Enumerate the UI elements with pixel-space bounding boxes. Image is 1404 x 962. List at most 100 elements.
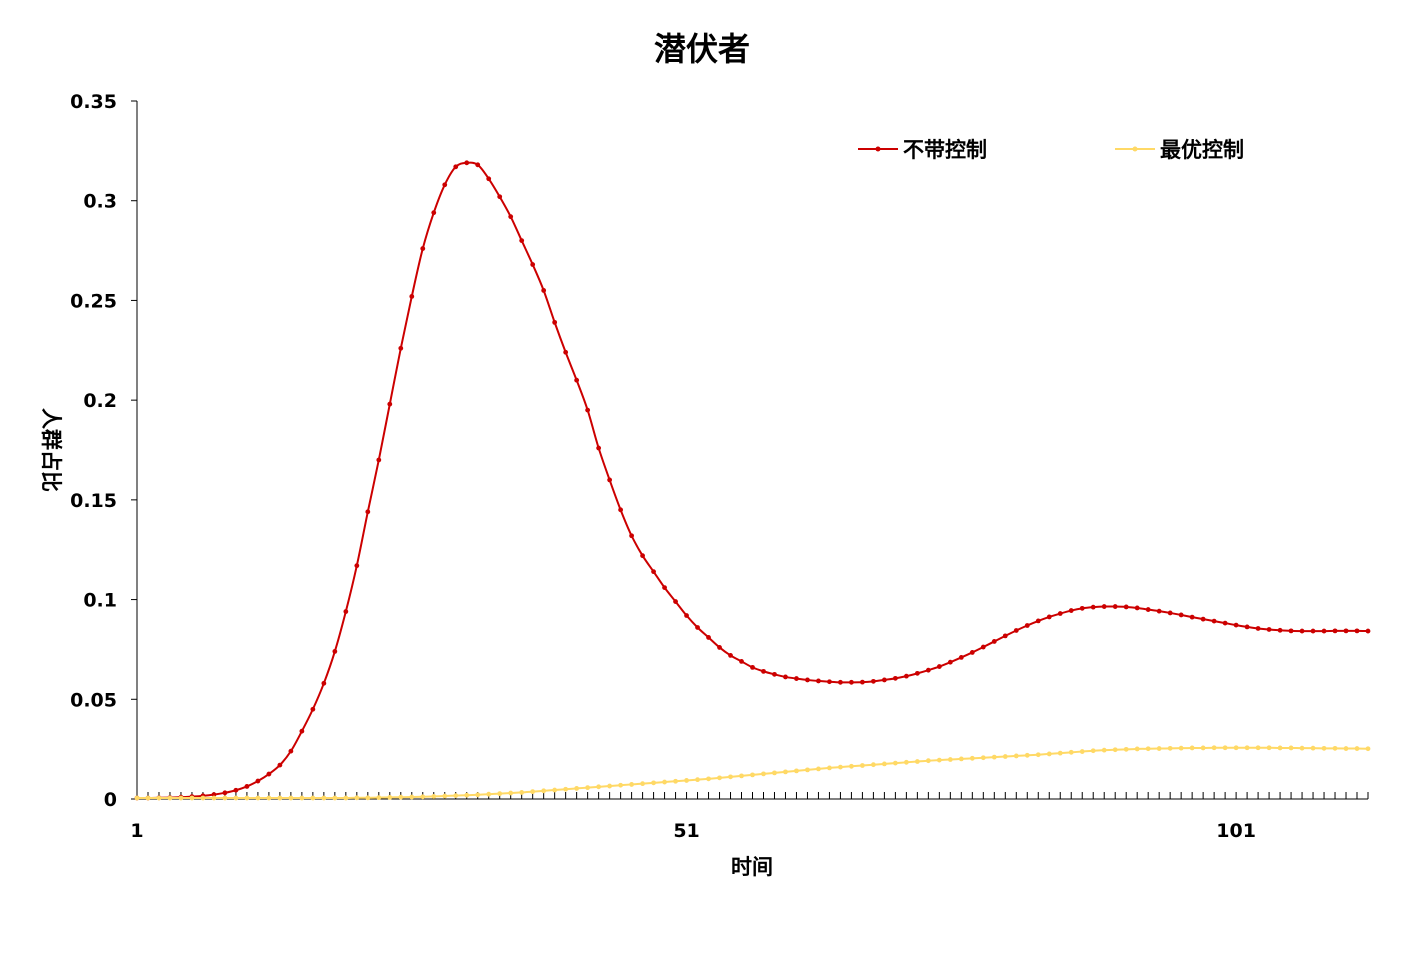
series-point-1: [1222, 745, 1228, 751]
series-point-0: [1046, 614, 1052, 620]
series-point-0: [552, 319, 558, 325]
y-ticks: 0 0.05 0.1 0.15 0.2 0.25 0.3 0.35: [70, 91, 137, 811]
series-point-1: [1332, 745, 1338, 751]
series-point-0: [530, 262, 536, 267]
series-point-1: [233, 795, 239, 801]
series-point-0: [805, 677, 810, 683]
series-point-1: [1310, 745, 1316, 751]
series-point-0: [211, 792, 217, 798]
series-point-0: [233, 787, 239, 793]
series-point-0: [1024, 623, 1030, 628]
legend-label-optimal-control: 最优控制: [1160, 138, 1244, 162]
series-point-0: [387, 401, 393, 407]
series-point-1: [1233, 745, 1239, 751]
series-point-1: [903, 759, 909, 765]
series-point-0: [1266, 627, 1272, 632]
series-point-0: [1332, 628, 1338, 634]
series-point-1: [849, 763, 854, 769]
series-point-0: [266, 771, 272, 777]
series-point-0: [1112, 604, 1118, 609]
y-tick-label: 0.35: [70, 91, 117, 113]
series-point-1: [398, 794, 404, 800]
series-point-1: [376, 795, 382, 800]
series-point-1: [464, 792, 470, 798]
series-point-0: [563, 349, 569, 355]
series-point-1: [1211, 745, 1217, 751]
series-point-0: [332, 649, 338, 654]
series-point-1: [134, 795, 140, 801]
series-point-1: [991, 754, 997, 760]
series-point-0: [365, 509, 371, 515]
series-point-1: [1112, 747, 1118, 753]
series-point-1: [596, 784, 602, 790]
series-point-1: [838, 764, 843, 770]
series-point-0: [783, 674, 788, 680]
legend-item-optimal-control: 最优控制: [1115, 138, 1244, 162]
series-point-0: [717, 645, 722, 650]
series-point-0: [958, 655, 964, 660]
series-point-0: [475, 162, 481, 168]
series-point-1: [1002, 754, 1008, 759]
series-point-0: [343, 609, 349, 614]
axes: 0 0.05 0.1 0.15 0.2 0.25 0.3 0.35 1 51 101: [70, 91, 1369, 842]
series-point-1: [914, 759, 920, 764]
series-point-1: [706, 776, 711, 782]
series-point-0: [1101, 604, 1107, 609]
series-point-0: [277, 762, 283, 768]
series-point-0: [1145, 607, 1151, 612]
series-point-0: [1244, 624, 1250, 630]
legend-marker-no-control: [875, 146, 881, 152]
series-point-1: [969, 755, 975, 761]
series-point-1: [1167, 745, 1173, 751]
series-point-0: [673, 599, 678, 604]
series-point-1: [266, 795, 272, 801]
series-point-1: [640, 781, 645, 787]
series-layer: [134, 160, 1371, 801]
series-point-1: [486, 791, 492, 797]
series-point-1: [695, 777, 700, 783]
series-point-0: [794, 676, 799, 681]
series-point-0: [651, 569, 656, 575]
series-point-0: [288, 748, 294, 754]
series-point-0: [299, 728, 305, 734]
series-point-1: [167, 795, 173, 801]
series-point-0: [464, 160, 470, 166]
series-point-1: [541, 788, 547, 794]
y-tick-label: 0.15: [70, 490, 117, 512]
series-point-1: [1178, 745, 1184, 751]
series-point-0: [398, 345, 404, 351]
series-point-1: [1365, 746, 1371, 752]
series-point-0: [991, 639, 997, 644]
series-point-0: [925, 667, 931, 673]
series-point-1: [354, 795, 360, 801]
series-point-0: [618, 507, 624, 513]
series-point-0: [321, 680, 327, 686]
series-point-0: [849, 679, 854, 685]
series-point-0: [1013, 628, 1019, 633]
series-point-0: [1200, 616, 1206, 622]
legend: 不带控制 最优控制: [858, 138, 1244, 162]
series-point-0: [244, 784, 250, 789]
series-point-1: [717, 775, 722, 781]
x-tick-label: 1: [130, 820, 143, 842]
series-point-0: [431, 210, 437, 216]
series-point-1: [453, 793, 459, 799]
series-point-1: [1079, 749, 1085, 754]
series-point-0: [1277, 627, 1283, 633]
series-point-0: [585, 407, 591, 413]
series-point-0: [1354, 628, 1360, 634]
y-tick-label: 0.05: [70, 689, 117, 711]
series-point-0: [486, 176, 492, 182]
series-1: [134, 745, 1371, 801]
series-point-0: [816, 678, 821, 684]
x-tick-label: 101: [1216, 820, 1256, 842]
series-point-1: [816, 766, 821, 772]
series-point-1: [563, 786, 569, 792]
y-tick-label: 0.2: [83, 390, 117, 412]
series-point-0: [1002, 633, 1008, 639]
series-point-1: [1266, 745, 1272, 751]
series-point-1: [860, 763, 865, 768]
series-point-1: [475, 792, 481, 798]
series-point-1: [958, 756, 964, 762]
